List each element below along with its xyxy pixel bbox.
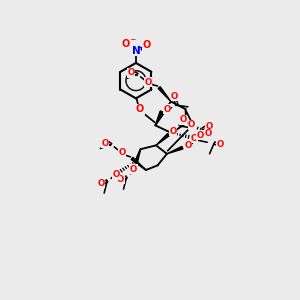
- Text: O: O: [163, 105, 171, 114]
- Polygon shape: [155, 111, 163, 125]
- Text: O: O: [118, 148, 126, 157]
- Text: O: O: [217, 140, 224, 149]
- Text: O: O: [171, 92, 178, 100]
- Text: O: O: [112, 170, 119, 179]
- Polygon shape: [156, 134, 169, 145]
- Text: O: O: [130, 165, 137, 174]
- Text: O: O: [98, 178, 105, 188]
- Polygon shape: [158, 87, 171, 101]
- Polygon shape: [135, 149, 141, 164]
- Text: O: O: [204, 129, 211, 138]
- Text: O: O: [205, 122, 212, 131]
- Text: O: O: [101, 139, 109, 148]
- Text: O: O: [128, 68, 135, 77]
- Text: +: +: [136, 44, 142, 50]
- Text: O: O: [196, 131, 204, 140]
- Text: O: O: [169, 127, 177, 136]
- Polygon shape: [167, 146, 183, 154]
- Text: O: O: [190, 134, 198, 143]
- Text: O: O: [143, 40, 151, 50]
- Text: O: O: [188, 120, 195, 129]
- Text: O: O: [117, 175, 124, 184]
- Text: O: O: [145, 78, 152, 87]
- Text: O: O: [122, 39, 130, 49]
- Text: N: N: [132, 46, 140, 56]
- Text: O: O: [180, 116, 187, 124]
- Polygon shape: [131, 158, 146, 170]
- Text: O: O: [136, 104, 144, 114]
- Text: −: −: [129, 35, 135, 44]
- Text: O: O: [184, 141, 191, 150]
